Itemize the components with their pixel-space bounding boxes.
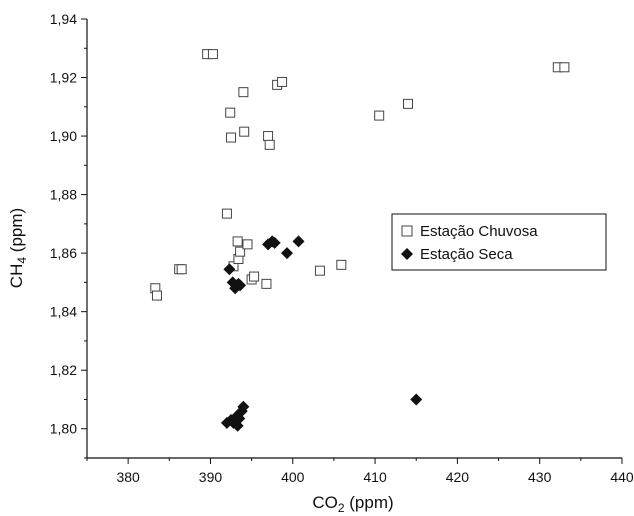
y-tick-label: 1,94 (50, 11, 77, 27)
point-estacao-chuvosa (403, 98, 413, 109)
point-estacao-chuvosa (277, 76, 288, 87)
legend-label-seca: Estação Seca (420, 246, 513, 263)
point-estacao-seca (234, 279, 247, 292)
y-tick-label: 1,88 (50, 187, 77, 203)
legend: Estação Chuvosa Estação Seca (391, 213, 607, 271)
point-estacao-seca (223, 263, 236, 276)
data-points (150, 49, 570, 432)
x-axis-title-suffix: (ppm) (345, 493, 394, 512)
point-estacao-chuvosa (374, 110, 385, 121)
x-tick-label: 410 (363, 469, 387, 485)
legend-marker-seca (401, 248, 413, 260)
legend-label-chuvosa: Estação Chuvosa (420, 223, 538, 240)
x-tick-label: 380 (116, 469, 140, 485)
y-axis-title-sub: 4 (15, 257, 29, 264)
point-estacao-chuvosa (232, 236, 243, 247)
point-estacao-seca (237, 400, 250, 413)
y-axis-title-suffix: (ppm) (7, 208, 26, 257)
y-tick-label: 1,86 (50, 245, 77, 261)
point-estacao-chuvosa (207, 49, 218, 60)
point-estacao-chuvosa (559, 62, 570, 73)
legend-marker-chuvosa (401, 225, 413, 237)
point-estacao-chuvosa (249, 271, 260, 282)
point-estacao-chuvosa (151, 290, 162, 301)
y-axis-title-main: CH (7, 264, 26, 289)
point-estacao-seca (281, 247, 294, 260)
point-estacao-chuvosa (226, 132, 237, 143)
point-estacao-chuvosa (225, 107, 236, 118)
legend-frame (391, 213, 607, 271)
axes (86, 19, 622, 459)
y-tick-label: 1,82 (50, 362, 77, 378)
point-estacao-chuvosa (264, 139, 275, 150)
point-estacao-seca (268, 236, 281, 249)
point-estacao-chuvosa (176, 264, 187, 275)
point-estacao-chuvosa (263, 131, 274, 142)
y-tick-label: 1,90 (50, 128, 77, 144)
point-estacao-seca (410, 393, 423, 406)
point-estacao-chuvosa (242, 239, 253, 250)
point-estacao-chuvosa (314, 265, 325, 276)
x-axis-title-main: CO (312, 493, 338, 512)
y-tick-label: 1,80 (50, 421, 77, 437)
ticks: 380 390 400 410 420 430 440 1,80 1,82 1,84 1,86 1,8… (50, 11, 634, 485)
x-tick-label: 400 (281, 469, 305, 485)
x-tick-label: 440 (610, 469, 634, 485)
x-axis-title: CO2 (ppm) (312, 493, 393, 515)
y-tick-label: 1,84 (50, 304, 77, 320)
point-estacao-chuvosa (221, 208, 232, 219)
point-estacao-seca (292, 235, 305, 248)
x-axis-title-sub: 2 (338, 501, 345, 515)
point-estacao-chuvosa (239, 126, 250, 137)
x-tick-label: 390 (199, 469, 223, 485)
point-estacao-chuvosa (261, 278, 272, 289)
x-tick-label: 420 (446, 469, 470, 485)
y-tick-label: 1,92 (50, 70, 77, 86)
point-estacao-chuvosa (235, 246, 246, 257)
point-estacao-chuvosa (336, 259, 347, 270)
y-axis-title: CH4 (ppm) (7, 208, 29, 288)
x-tick-label: 430 (528, 469, 552, 485)
point-estacao-chuvosa (238, 87, 249, 98)
